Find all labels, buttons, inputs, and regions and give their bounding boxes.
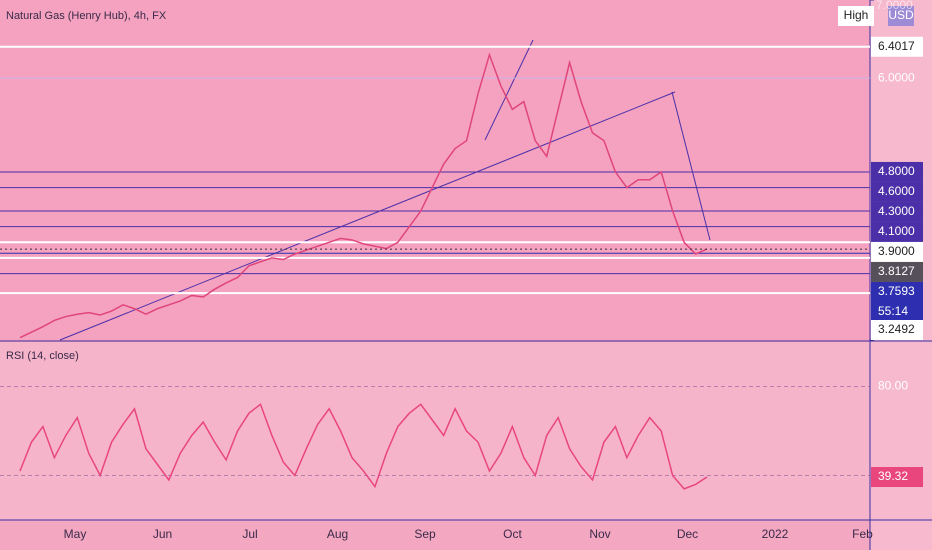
price-pane [0, 0, 932, 341]
currency-box [888, 6, 914, 26]
price-tag [871, 181, 923, 202]
x-tick-label: Sep [414, 527, 436, 541]
x-tick-label: Jun [153, 527, 172, 541]
rsi-line [19, 403, 708, 490]
rsi-tag [871, 467, 923, 488]
high-box [838, 6, 874, 26]
y-tick-label: 7.0000 [876, 0, 913, 12]
currency-label: USD [888, 8, 914, 22]
price-tag [871, 68, 923, 89]
countdown-label: 55:14 [878, 304, 908, 318]
price-tag [871, 201, 923, 222]
x-tick-label: 2022 [762, 527, 789, 541]
price-tag [871, 36, 923, 57]
price-tag-label: 3.9000 [878, 244, 915, 258]
trend-line [671, 91, 711, 241]
x-tick-label: Aug [327, 527, 348, 541]
price-tag-label: 3.8127 [878, 264, 915, 278]
price-tag [871, 281, 923, 322]
trend-line [484, 39, 534, 141]
price-tag-label: 3.2492 [878, 322, 915, 336]
price-tag-label: 4.6000 [878, 184, 915, 198]
rsi-title: RSI (14, close) [6, 350, 79, 362]
x-tick-label: Jul [242, 527, 257, 541]
price-tag-label: 4.8000 [878, 164, 915, 178]
price-tag-label: 3.7593 [878, 284, 915, 298]
rsi-tag-label: 39.32 [878, 469, 908, 483]
rsi-tick-label: 80.00 [878, 379, 908, 393]
price-tag [871, 241, 923, 262]
x-tick-label: Dec [677, 527, 698, 541]
price-tag-label: 4.1000 [878, 224, 915, 238]
price-tag [871, 161, 923, 182]
x-tick-label: Nov [589, 527, 610, 541]
price-tag [871, 221, 923, 242]
high-label: High [844, 8, 869, 22]
x-tick-label: Oct [503, 527, 522, 541]
trend-line [59, 91, 676, 341]
price-line [19, 52, 708, 339]
price-tag-label: 6.0000 [878, 70, 915, 84]
price-tag [871, 261, 923, 282]
x-tick-label: May [64, 527, 87, 541]
x-tick-label: Feb [852, 527, 873, 541]
price-tag [871, 320, 923, 340]
chart-title: Natural Gas (Henry Hub), 4h, FX [6, 10, 167, 22]
price-tag-label: 6.4017 [878, 39, 915, 53]
price-tag-label: 4.3000 [878, 204, 915, 218]
